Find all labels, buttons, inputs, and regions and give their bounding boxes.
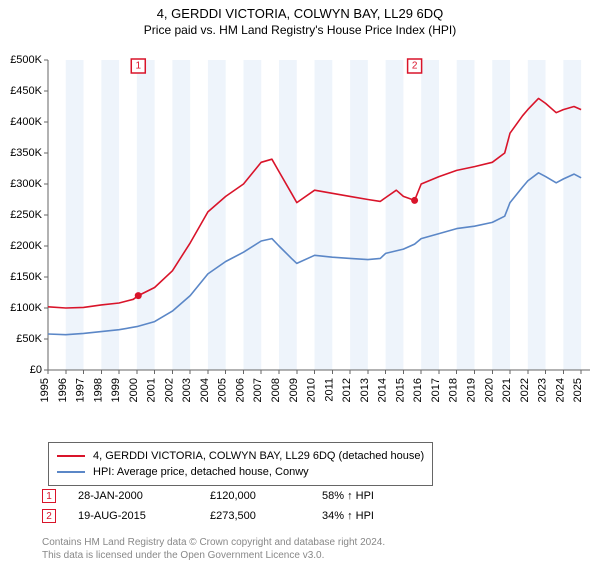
svg-text:£100K: £100K [10,302,42,314]
price-chart: £0 £50K £100K £150K £200K £250K £300K £350K £400… [0,52,600,428]
svg-text:2004: 2004 [199,378,211,402]
legend-swatch [57,471,85,473]
svg-text:2016: 2016 [412,378,424,402]
legend-swatch [57,455,85,457]
svg-text:2007: 2007 [252,378,264,402]
transaction-date: 19-AUG-2015 [78,510,188,522]
svg-text:2023: 2023 [537,378,549,402]
svg-text:1995: 1995 [39,378,51,402]
svg-text:2020: 2020 [483,378,495,402]
chart-container: £0 £50K £100K £150K £200K £250K £300K £350K £400… [0,52,600,428]
svg-text:2001: 2001 [146,378,158,402]
svg-text:£50K: £50K [16,333,42,345]
svg-text:£500K: £500K [10,54,42,66]
chart-transaction-point [135,292,142,299]
transaction-price: £273,500 [210,510,300,522]
legend: 4, GERDDI VICTORIA, COLWYN BAY, LL29 6DQ… [48,442,433,486]
chart-transaction-point [411,197,418,204]
svg-text:2022: 2022 [519,378,531,402]
svg-text:2008: 2008 [270,378,282,402]
svg-text:2012: 2012 [341,378,353,402]
svg-text:2024: 2024 [554,378,566,402]
transaction-marker-icon: 1 [42,489,56,503]
svg-text:£200K: £200K [10,240,42,252]
svg-text:2025: 2025 [572,378,584,402]
svg-text:£450K: £450K [10,85,42,97]
transaction-price: £120,000 [210,490,300,502]
svg-text:2019: 2019 [465,378,477,402]
legend-item-hpi: HPI: Average price, detached house, Conw… [57,464,424,480]
table-row: 2 19-AUG-2015 £273,500 34% ↑ HPI [42,506,412,526]
svg-text:1998: 1998 [92,378,104,402]
page-title: 4, GERDDI VICTORIA, COLWYN BAY, LL29 6DQ [0,6,600,21]
svg-text:2010: 2010 [306,378,318,402]
svg-text:1996: 1996 [57,378,69,402]
svg-text:2017: 2017 [430,378,442,402]
transaction-marker-icon: 2 [42,509,56,523]
svg-text:1: 1 [135,61,141,72]
svg-text:£0: £0 [30,364,42,376]
svg-text:£150K: £150K [10,271,42,283]
svg-text:2011: 2011 [323,378,335,402]
transaction-hpi: 34% ↑ HPI [322,510,412,522]
svg-text:2002: 2002 [163,378,175,402]
svg-text:2000: 2000 [128,378,140,402]
svg-text:£300K: £300K [10,178,42,190]
legend-label: 4, GERDDI VICTORIA, COLWYN BAY, LL29 6DQ… [93,450,424,462]
svg-text:£350K: £350K [10,147,42,159]
transaction-hpi: 58% ↑ HPI [322,490,412,502]
svg-text:2003: 2003 [181,378,193,402]
svg-text:2015: 2015 [394,378,406,402]
svg-text:2021: 2021 [501,378,513,402]
footer-attribution: Contains HM Land Registry data © Crown c… [42,537,385,562]
legend-label: HPI: Average price, detached house, Conw… [93,466,309,478]
svg-text:£250K: £250K [10,209,42,221]
table-row: 1 28-JAN-2000 £120,000 58% ↑ HPI [42,486,412,506]
svg-text:2006: 2006 [234,378,246,402]
svg-text:2014: 2014 [377,378,389,402]
svg-text:2005: 2005 [217,378,229,402]
svg-text:2009: 2009 [288,378,300,402]
svg-text:2: 2 [412,61,418,72]
transactions-table: 1 28-JAN-2000 £120,000 58% ↑ HPI 2 19-AU… [42,486,412,526]
svg-text:£400K: £400K [10,116,42,128]
svg-text:2018: 2018 [448,378,460,402]
legend-item-property: 4, GERDDI VICTORIA, COLWYN BAY, LL29 6DQ… [57,448,424,464]
svg-text:1999: 1999 [110,378,122,402]
transaction-date: 28-JAN-2000 [78,490,188,502]
page-subtitle: Price paid vs. HM Land Registry's House … [0,23,600,37]
svg-text:1997: 1997 [75,378,87,402]
svg-text:2013: 2013 [359,378,371,402]
